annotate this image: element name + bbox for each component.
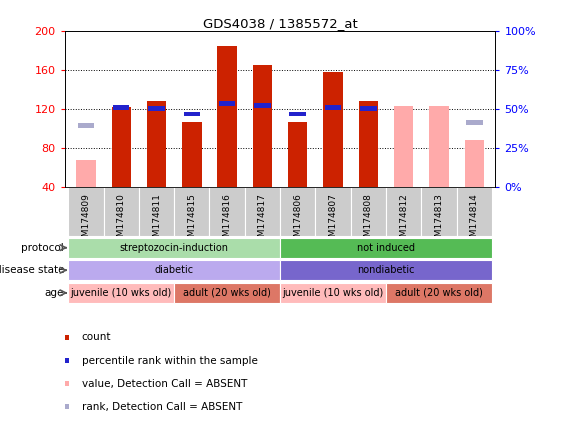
Text: disease state: disease state: [0, 265, 64, 275]
FancyBboxPatch shape: [68, 238, 280, 258]
Text: GSM174808: GSM174808: [364, 193, 373, 248]
Text: adult (20 wks old): adult (20 wks old): [395, 288, 483, 298]
Text: GSM174817: GSM174817: [258, 193, 267, 248]
Bar: [111, 107, 131, 187]
Bar: [182, 122, 202, 187]
Bar: [466, 120, 482, 125]
Title: GDS4038 / 1385572_at: GDS4038 / 1385572_at: [203, 17, 358, 30]
Bar: [219, 101, 235, 106]
Bar: [464, 140, 484, 187]
Text: streptozocin-induction: streptozocin-induction: [120, 243, 229, 253]
Bar: [147, 101, 166, 187]
Bar: [253, 65, 272, 187]
Bar: [148, 106, 165, 111]
FancyBboxPatch shape: [174, 187, 209, 236]
FancyBboxPatch shape: [280, 283, 386, 303]
Text: age: age: [44, 288, 64, 298]
Bar: [76, 160, 96, 187]
FancyBboxPatch shape: [68, 283, 174, 303]
FancyBboxPatch shape: [68, 260, 280, 281]
FancyBboxPatch shape: [280, 187, 315, 236]
FancyBboxPatch shape: [139, 187, 174, 236]
Bar: [217, 46, 237, 187]
FancyBboxPatch shape: [280, 238, 492, 258]
Text: GSM174812: GSM174812: [399, 193, 408, 248]
Text: GSM174807: GSM174807: [329, 193, 338, 248]
Text: GSM174813: GSM174813: [435, 193, 444, 248]
FancyBboxPatch shape: [386, 283, 492, 303]
Text: value, Detection Call = ABSENT: value, Detection Call = ABSENT: [82, 379, 247, 388]
FancyBboxPatch shape: [245, 187, 280, 236]
FancyBboxPatch shape: [174, 283, 280, 303]
FancyBboxPatch shape: [421, 187, 457, 236]
Bar: [394, 106, 413, 187]
Text: juvenile (10 wks old): juvenile (10 wks old): [70, 288, 172, 298]
FancyBboxPatch shape: [104, 187, 139, 236]
FancyBboxPatch shape: [386, 187, 421, 236]
Text: juvenile (10 wks old): juvenile (10 wks old): [283, 288, 383, 298]
FancyBboxPatch shape: [68, 187, 104, 236]
Bar: [323, 72, 343, 187]
Text: nondiabetic: nondiabetic: [358, 265, 415, 275]
Bar: [184, 111, 200, 116]
Text: count: count: [82, 333, 111, 342]
Text: rank, Detection Call = ABSENT: rank, Detection Call = ABSENT: [82, 402, 242, 412]
FancyBboxPatch shape: [209, 187, 245, 236]
Bar: [359, 101, 378, 187]
Bar: [78, 123, 94, 128]
Bar: [113, 105, 129, 110]
Text: GSM174816: GSM174816: [222, 193, 231, 248]
Bar: [289, 111, 306, 116]
Bar: [254, 103, 271, 107]
Text: GSM174815: GSM174815: [187, 193, 196, 248]
Text: protocol: protocol: [21, 243, 64, 253]
Text: GSM174811: GSM174811: [152, 193, 161, 248]
Bar: [429, 106, 449, 187]
Text: GSM174806: GSM174806: [293, 193, 302, 248]
Text: diabetic: diabetic: [155, 265, 194, 275]
FancyBboxPatch shape: [280, 260, 492, 281]
Text: GSM174809: GSM174809: [82, 193, 91, 248]
Text: percentile rank within the sample: percentile rank within the sample: [82, 356, 257, 365]
Bar: [325, 105, 341, 110]
Text: not induced: not induced: [357, 243, 415, 253]
Text: adult (20 wks old): adult (20 wks old): [183, 288, 271, 298]
Text: GSM174814: GSM174814: [470, 193, 479, 248]
Bar: [360, 106, 377, 111]
Bar: [288, 122, 307, 187]
FancyBboxPatch shape: [351, 187, 386, 236]
Text: GSM174810: GSM174810: [117, 193, 126, 248]
FancyBboxPatch shape: [457, 187, 492, 236]
FancyBboxPatch shape: [315, 187, 351, 236]
